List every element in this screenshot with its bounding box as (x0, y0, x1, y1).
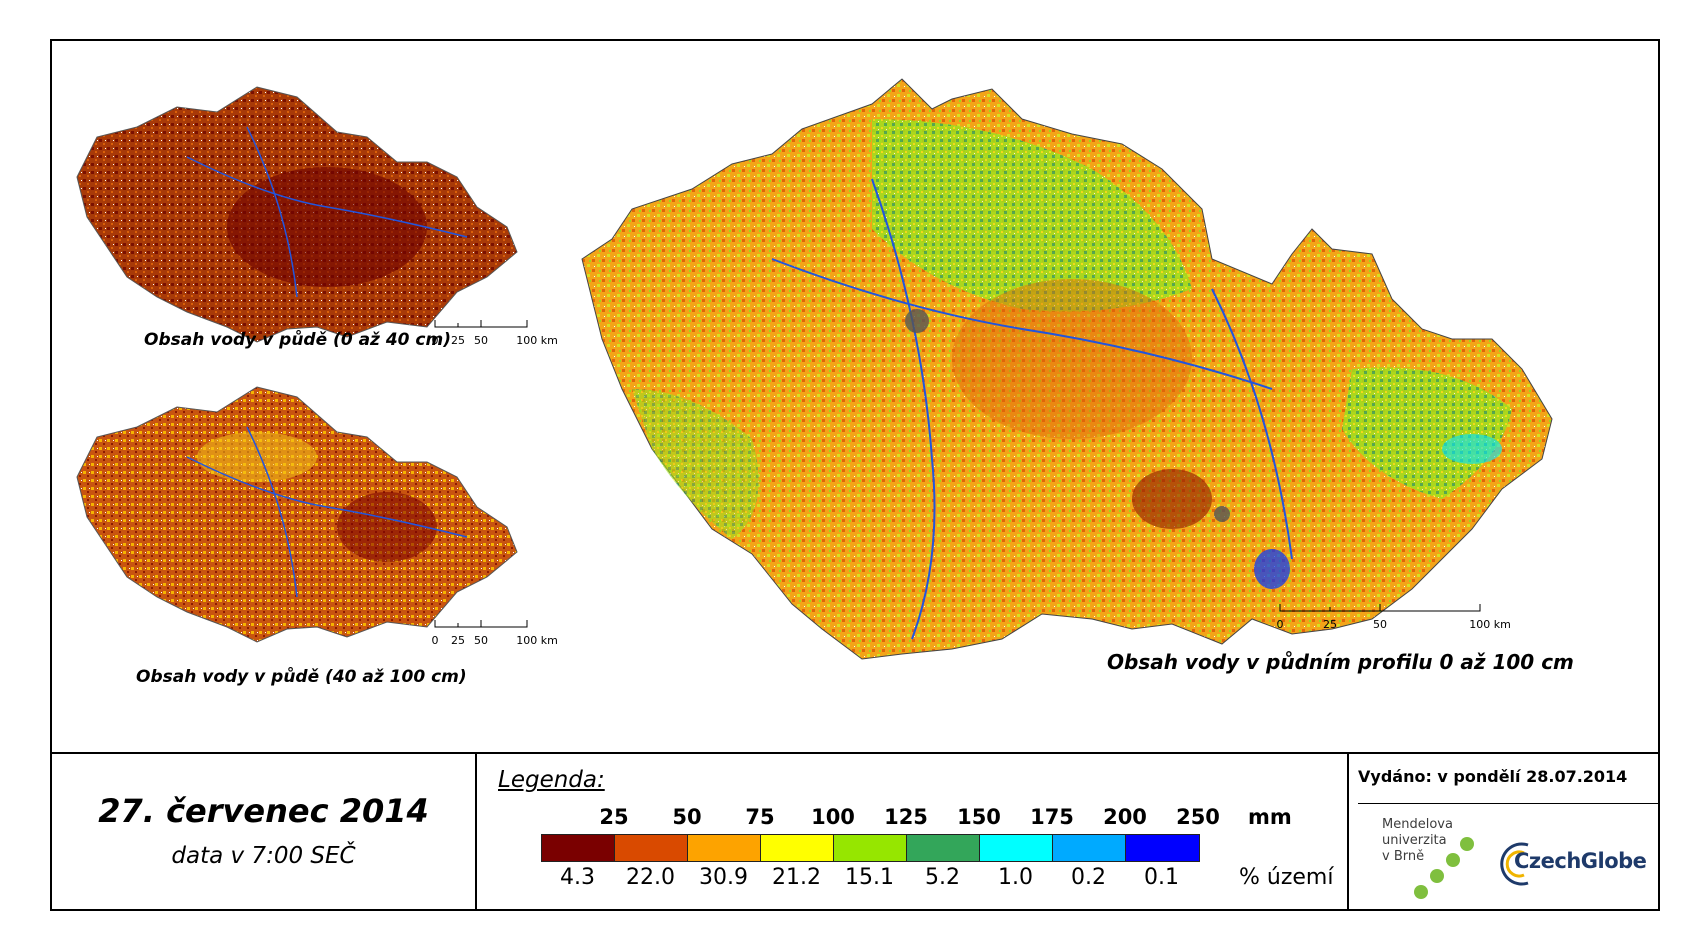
mendel-logo-text: Mendelova univerzita v Brně (1382, 817, 1453, 865)
map-soil-0-40 (76, 86, 518, 343)
scale-label-0: 0 (431, 634, 439, 647)
legend-threshold-200: 200 (1103, 805, 1147, 829)
legend-bin-2 (615, 835, 688, 861)
legend-threshold-125: 125 (884, 805, 928, 829)
scale-label-50: 50 (474, 334, 488, 347)
scale-label-100: 100 km (516, 334, 558, 347)
legend-bin-4 (761, 835, 834, 861)
date-subtitle: data v 7:00 SEČ (171, 843, 356, 869)
scale-label-25: 25 (1323, 618, 1337, 631)
map-area: 0 25 50 100 km Obsah vody v půdě (0 až 4… (52, 41, 1658, 752)
legend-bin-5 (834, 835, 907, 861)
legend-threshold-25: 25 (599, 805, 629, 829)
legend-pct-4: 21.2 (772, 865, 821, 890)
legend-pct-5: 15.1 (845, 865, 894, 890)
issued-date: Vydáno: v pondělí 28.07.2014 (1358, 767, 1628, 786)
scale-label-50: 50 (1373, 618, 1387, 631)
legend-bin-8 (1053, 835, 1126, 861)
scale-label-25: 25 (451, 634, 465, 647)
legend-pct-2: 22.0 (626, 865, 675, 890)
legend-pct-1: 4.3 (560, 865, 595, 890)
divider-left (475, 754, 477, 911)
legend-pct-8: 0.2 (1071, 865, 1106, 890)
scalebar-bottom: 0 25 50 100 km (431, 620, 558, 650)
divider-right (1347, 754, 1349, 911)
czechglobe-logo-text: CzechGlobe (1514, 849, 1647, 873)
caption-soil-0-40: Obsah vody v půdě (0 až 40 cm) (144, 330, 451, 350)
caption-soil-profile: Obsah vody v půdním profilu 0 až 100 cm (1107, 650, 1574, 674)
legend-bin-9 (1126, 835, 1199, 861)
scale-label-100: 100 km (516, 634, 558, 647)
scalebar-main: 0 25 50 100 km (1276, 604, 1511, 634)
czechglobe-logo: CzechGlobe (1494, 839, 1647, 889)
scale-label-100: 100 km (1469, 618, 1511, 631)
map-soil-profile-0-100 (581, 78, 1553, 660)
legend-pct-6: 5.2 (925, 865, 960, 890)
legend-pct-7: 1.0 (998, 865, 1033, 890)
scalebar-top: 0 25 50 100 km (431, 320, 558, 350)
legend-threshold-175: 175 (1030, 805, 1074, 829)
divider-issued (1358, 803, 1658, 804)
legend-unit-pct: % území (1239, 865, 1334, 890)
scale-label-0: 0 (1276, 618, 1284, 631)
legend-bin-7 (980, 835, 1053, 861)
legend-unit-mm: mm (1248, 805, 1292, 829)
caption-soil-40-100: Obsah vody v půdě (40 až 100 cm) (136, 667, 467, 687)
logo-dot (1430, 869, 1444, 883)
mendel-university-logo: Mendelova univerzita v Brně (1382, 817, 1482, 902)
scale-label-25: 25 (451, 334, 465, 347)
legend-pct-3: 30.9 (699, 865, 748, 890)
logo-dot (1414, 885, 1428, 899)
mendel-line-1: Mendelova (1382, 817, 1453, 832)
scale-label-50: 50 (474, 634, 488, 647)
legend-threshold-100: 100 (811, 805, 855, 829)
mendel-line-3: v Brně (1382, 849, 1425, 864)
legend-bin-1 (542, 835, 615, 861)
legend-pct-9: 0.1 (1144, 865, 1179, 890)
czechglobe-arc-icon (1500, 842, 1529, 886)
legend-bin-6 (907, 835, 980, 861)
date-title: 27. červenec 2014 (98, 792, 429, 830)
legend-threshold-75: 75 (745, 805, 775, 829)
map-soil-40-100 (76, 386, 518, 643)
legend-threshold-150: 150 (957, 805, 1001, 829)
legend-threshold-250: 250 (1176, 805, 1220, 829)
scale-label-0: 0 (431, 334, 439, 347)
legend-color-bar (541, 834, 1200, 862)
legend-title: Legenda: (498, 767, 605, 793)
info-panel: 27. červenec 2014 data v 7:00 SEČ Legend… (52, 752, 1658, 911)
legend-bin-3 (688, 835, 761, 861)
bulletin-frame: 0 25 50 100 km Obsah vody v půdě (0 až 4… (50, 39, 1660, 911)
logo-dot (1446, 853, 1460, 867)
legend-threshold-50: 50 (672, 805, 702, 829)
mendel-line-2: univerzita (1382, 833, 1447, 848)
logo-dot (1460, 837, 1474, 851)
